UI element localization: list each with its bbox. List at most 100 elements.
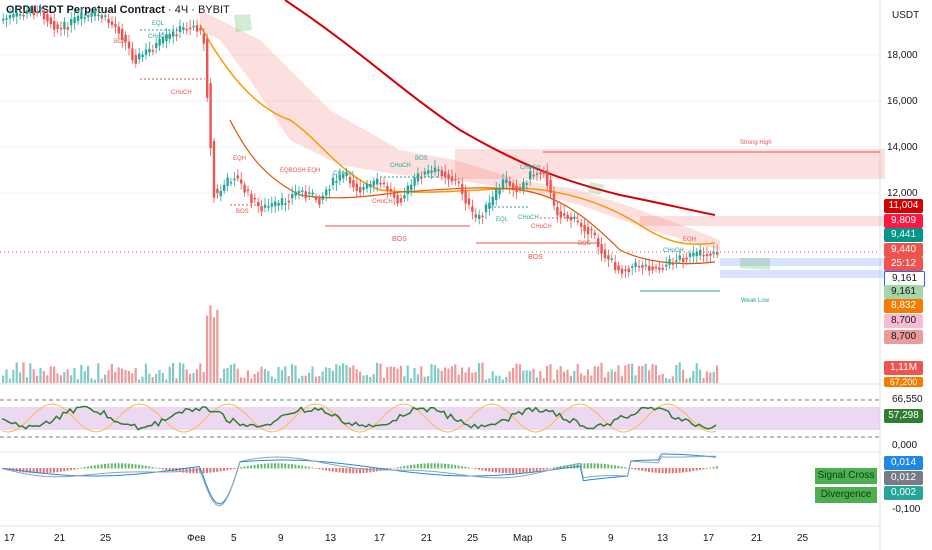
candle-body [444,171,447,178]
macd-hist-bar [219,468,222,472]
candle-body [246,189,250,192]
candle-body [93,11,97,17]
macd-hist-bar [314,468,317,469]
choch-label: CHoCH [390,163,411,169]
candle-body [651,266,654,271]
macd-hist-bar [144,465,147,469]
macd-hist-bar [206,468,208,473]
macd-hist-bar [675,468,678,474]
divergence-label[interactable]: Divergence [815,487,877,503]
macd-hist-bar [66,468,69,471]
rsi-value-badge: 57,298 [884,409,923,423]
macd-hist-bar [457,465,460,469]
candle-body [90,12,93,17]
macd-hist-bar [427,463,429,469]
volume-bar [393,366,396,383]
candle-body [110,21,114,25]
volume-bar [22,362,25,383]
candle-body [586,226,590,235]
macd-hist-bar [627,467,630,469]
macd-hist-bar [586,463,589,469]
macd-hist-bar [107,463,110,469]
macd-hist-bar [661,468,664,474]
candle-body [63,21,66,30]
volume-bar [716,365,719,383]
candle-body [481,215,484,218]
candle-body [491,196,494,206]
volume-bar [134,367,137,383]
volume-bar [648,370,651,383]
volume-bar [114,371,117,383]
volume-bar [110,363,113,383]
macd-hist-bar [229,468,232,470]
volume-bar [600,362,603,383]
eql-label: EQL [496,217,509,223]
candle-body [19,14,22,16]
volume-bar [607,371,610,383]
candle-body [168,34,171,39]
symbol-name[interactable]: ORDIUSDT Perpetual Contract [6,4,165,16]
macd-hist-bar [406,465,409,469]
volume-bar [284,366,287,383]
volume-bar [342,363,345,383]
macd-hist-bar [325,468,327,471]
rsi-lower-tick: 0,000 [892,440,918,451]
candle-body [73,17,76,24]
candle-body [474,214,477,218]
macd-line [1,453,717,505]
volume-bar [586,369,589,383]
ichimoku-cloud-bull [234,14,770,270]
volume-bar [257,371,260,383]
candle-body [66,27,69,30]
macd-hist-bar [117,463,120,469]
macd-hist-bar [569,464,572,469]
macd-hist-bar [637,468,640,471]
candle-body [437,169,440,172]
candle-body [328,189,331,191]
candle-body [590,228,593,231]
volume-bar [199,363,202,383]
volume-bar [83,371,86,383]
volume-bar [325,367,328,383]
volume-bar [46,375,49,383]
macd-hist-bar [389,468,392,470]
volume-bar [56,373,59,383]
demand-zones [720,258,885,278]
signal-cross-label[interactable]: Signal Cross [815,468,877,484]
volume-bar [471,372,474,383]
candle-body [518,187,522,190]
candle-body [614,262,617,271]
macd-hist-bar [165,468,168,471]
macd-hist-bar [501,468,504,474]
macd-hist-bar [600,463,603,469]
candle-body [420,177,423,179]
candle-body [454,179,457,181]
currency-label: USDT [892,10,920,21]
macd-hist-bar [267,463,270,469]
volume-bar [253,374,256,383]
volume-bar [314,376,317,383]
candle-body [32,12,35,16]
candle-body [270,203,273,207]
candle-body [413,177,416,186]
macd-hist-bar [151,466,154,469]
volume-bar [505,376,508,383]
volume-bar [124,370,127,383]
volume-bar [250,378,253,383]
candle-body [226,177,229,186]
candle-body [433,167,437,173]
choch-label: CHoCH [531,224,552,230]
macd-hist-bar [454,464,457,469]
macd-hist-bar [280,463,283,469]
macd-hist-bar [76,468,79,469]
volume-bar [185,369,188,383]
timeframe-label[interactable]: 4Ч [174,4,189,16]
macd-hist-bar [301,465,304,469]
volume-bar [597,366,600,383]
bos-lines [325,151,880,244]
candle-body [501,179,505,189]
volume-bar [709,372,712,383]
macd-hist-bar [352,468,355,474]
volume-bar [209,305,212,383]
